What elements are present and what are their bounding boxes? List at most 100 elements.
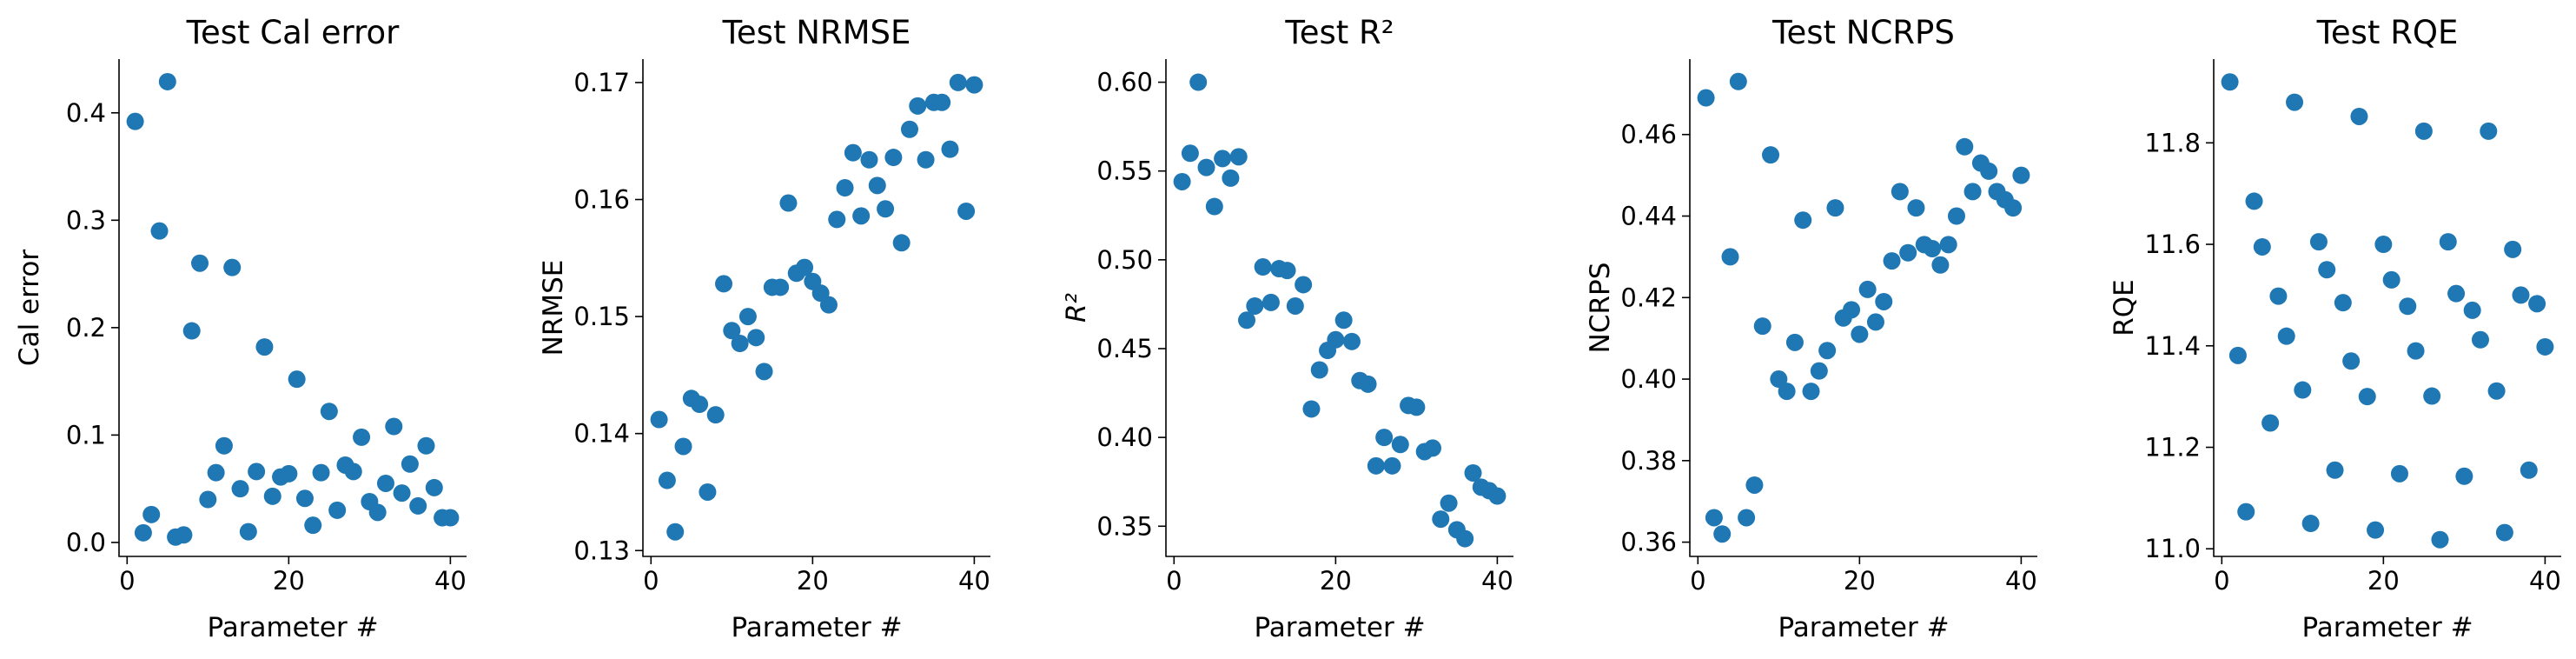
data-point [1286, 296, 1304, 315]
data-point [738, 308, 757, 326]
data-point [158, 72, 176, 90]
data-point [1222, 169, 1240, 187]
data-point [965, 76, 983, 94]
y-tick-label: 0.16 [573, 185, 630, 215]
y-tick-label: 0.40 [1096, 423, 1153, 452]
data-point [1705, 509, 1723, 527]
data-point [2431, 530, 2449, 549]
data-point [2301, 515, 2320, 533]
x-tick-label: 0 [1166, 566, 1182, 596]
data-point [2012, 166, 2030, 184]
data-point [1189, 73, 1208, 91]
panel-ncrps: Test NCRPS Parameter # NCRPS 0 20 40 0.36 0.… [1585, 14, 2037, 643]
y-tick-label: 11.2 [2144, 433, 2201, 463]
data-point [2407, 342, 2425, 360]
data-point [658, 471, 676, 489]
y-tick-label: 0.17 [573, 68, 630, 97]
data-point [674, 437, 692, 456]
data-point [2504, 240, 2522, 258]
data-point [2471, 330, 2489, 349]
data-point [1295, 276, 1313, 294]
data-point [884, 149, 903, 167]
data-point [1359, 375, 1377, 393]
data-point [1342, 332, 1361, 350]
data-point [2318, 261, 2336, 279]
data-point [691, 396, 709, 414]
data-point [1980, 162, 1998, 180]
data-point [2269, 287, 2288, 305]
data-point [1713, 525, 1732, 543]
data-point [1423, 439, 1441, 457]
data-point [2261, 414, 2280, 432]
data-point [2487, 382, 2506, 400]
data-point [1246, 296, 1264, 315]
data-point [771, 278, 790, 296]
data-point [900, 120, 918, 138]
data-point [2447, 284, 2466, 303]
y-tick-label: 0.14 [573, 419, 630, 449]
data-point [731, 335, 749, 353]
data-point [368, 503, 387, 522]
x-tick-label: 20 [273, 566, 305, 596]
data-point [650, 410, 668, 429]
y-tick-label: 0.55 [1096, 156, 1153, 186]
data-point [1899, 243, 1917, 262]
data-point [666, 523, 685, 541]
data-point [2221, 73, 2239, 91]
data-point [2358, 388, 2376, 406]
data-point [909, 97, 927, 115]
data-point [836, 179, 854, 197]
data-point [1770, 370, 1788, 389]
data-point [231, 480, 249, 498]
data-point [376, 474, 394, 492]
data-point [126, 112, 144, 130]
data-point [1327, 330, 1345, 349]
y-tick-label: 11.4 [2144, 331, 2201, 361]
data-point [150, 222, 169, 240]
y-tick-label: 0.15 [573, 302, 630, 331]
data-point [1891, 183, 1909, 201]
data-point [1858, 280, 1877, 298]
data-point [239, 523, 257, 541]
data-point [1302, 400, 1321, 418]
x-tick-label: 40 [2005, 566, 2037, 596]
data-point [1883, 252, 1901, 270]
data-point [312, 463, 330, 482]
y-axis-label: Cal error [14, 250, 45, 366]
data-point [1456, 529, 1474, 548]
data-point [1762, 146, 1780, 164]
y-tick-label: 0.0 [66, 528, 106, 557]
x-tick-label: 0 [1690, 566, 1705, 596]
panel-cal-error: Test Cal error Parameter # Cal error 0 20… [14, 14, 467, 643]
data-point [1939, 236, 1957, 254]
data-point [1229, 148, 1248, 166]
data-point [1947, 207, 1965, 225]
data-point [1367, 456, 1385, 475]
data-point [852, 207, 871, 225]
data-point [280, 464, 298, 483]
data-point [385, 417, 403, 436]
data-point [2253, 237, 2271, 256]
data-point [328, 501, 347, 519]
data-point [747, 329, 765, 347]
data-point [1310, 361, 1328, 379]
x-tick-label: 40 [1481, 566, 1513, 596]
data-point [699, 483, 717, 501]
data-point [2294, 381, 2312, 399]
data-point [263, 487, 281, 505]
data-point [2495, 523, 2513, 542]
data-point [1956, 137, 1974, 156]
data-point [1278, 262, 1296, 280]
y-tick-label: 0.2 [66, 313, 106, 343]
data-point [877, 200, 895, 218]
x-axis-label: Parameter # [1254, 612, 1425, 643]
data-point [1778, 383, 1796, 401]
data-point [1721, 248, 1739, 266]
data-point [175, 526, 193, 544]
x-tick-label: 0 [643, 566, 659, 596]
data-point [2520, 461, 2538, 479]
y-tick-label: 0.40 [1620, 364, 1677, 394]
x-tick-label: 20 [2367, 566, 2400, 596]
panel-nrmse: Test NRMSE Parameter # NRMSE 0 20 40 0.13 0.… [538, 14, 990, 643]
panel-title: Test RQE [2316, 14, 2459, 51]
